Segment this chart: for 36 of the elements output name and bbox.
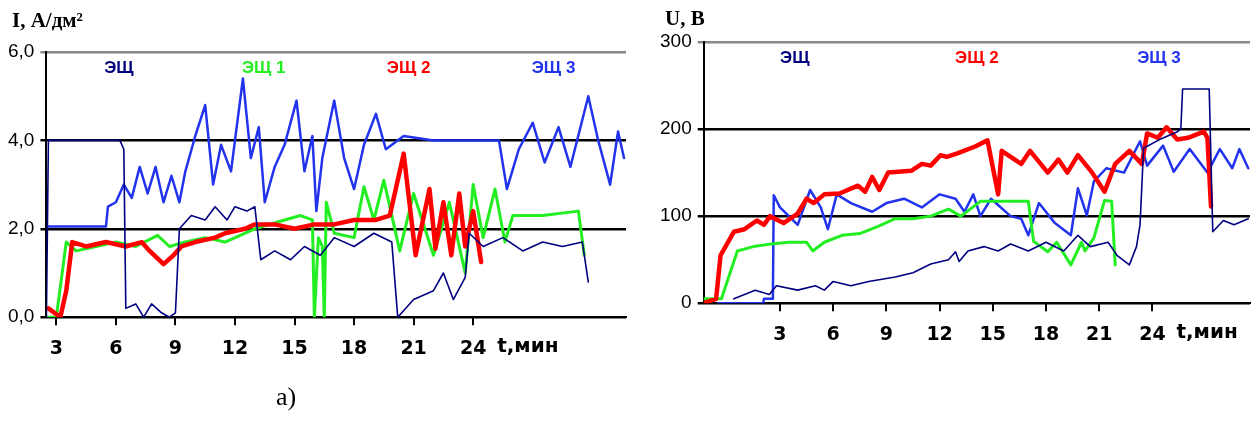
text: а): [276, 382, 297, 412]
x-axis-title: t,мин: [1176, 319, 1238, 344]
x-tick-label: 15: [281, 335, 308, 358]
text: ЭЩ 2: [955, 47, 999, 67]
x-tick-label: 12: [221, 335, 249, 358]
text: ЭЩ: [780, 47, 811, 67]
y-tick-label: 4,0: [7, 128, 35, 150]
y-axis-title: I, А/дм²: [12, 8, 83, 33]
series-label: ЭЩ 3: [531, 57, 576, 77]
x-tick-label: 21: [1086, 321, 1113, 344]
text: ЭЩ: [104, 57, 135, 77]
x-tick-label: 9: [879, 321, 894, 344]
y-tick-label: 6,0: [7, 40, 35, 62]
y-tick-label: 200: [660, 117, 692, 139]
text: ЭЩ 3: [1137, 47, 1181, 67]
x-tick-label: 12: [926, 321, 953, 344]
text: ЭЩ 2: [386, 57, 431, 77]
text: ЭЩ 1: [241, 57, 286, 77]
y-tick-label: 300: [660, 30, 692, 52]
x-tick-label: 24: [1139, 321, 1166, 344]
y-tick-label: 0: [681, 291, 692, 313]
x-tick-label: 6: [826, 321, 840, 344]
x-tick-label: 3: [773, 321, 787, 344]
y-tick-label: 2,0: [7, 217, 35, 239]
x-tick-label: 3: [49, 335, 63, 358]
x-tick-label: 18: [340, 335, 368, 358]
x-axis-title: t,мин: [497, 333, 559, 358]
x-tick-label: 24: [459, 335, 487, 358]
y-tick-label: 100: [660, 204, 692, 226]
x-tick-label: 6: [109, 335, 123, 358]
y-tick-label: 0,0: [7, 305, 35, 327]
x-tick-label: 15: [979, 321, 1007, 344]
x-tick-label: 9: [168, 335, 183, 358]
x-tick-label: 21: [400, 335, 427, 358]
y-axis-title: U, В: [665, 6, 705, 31]
x-tick-label: 18: [1032, 321, 1060, 344]
